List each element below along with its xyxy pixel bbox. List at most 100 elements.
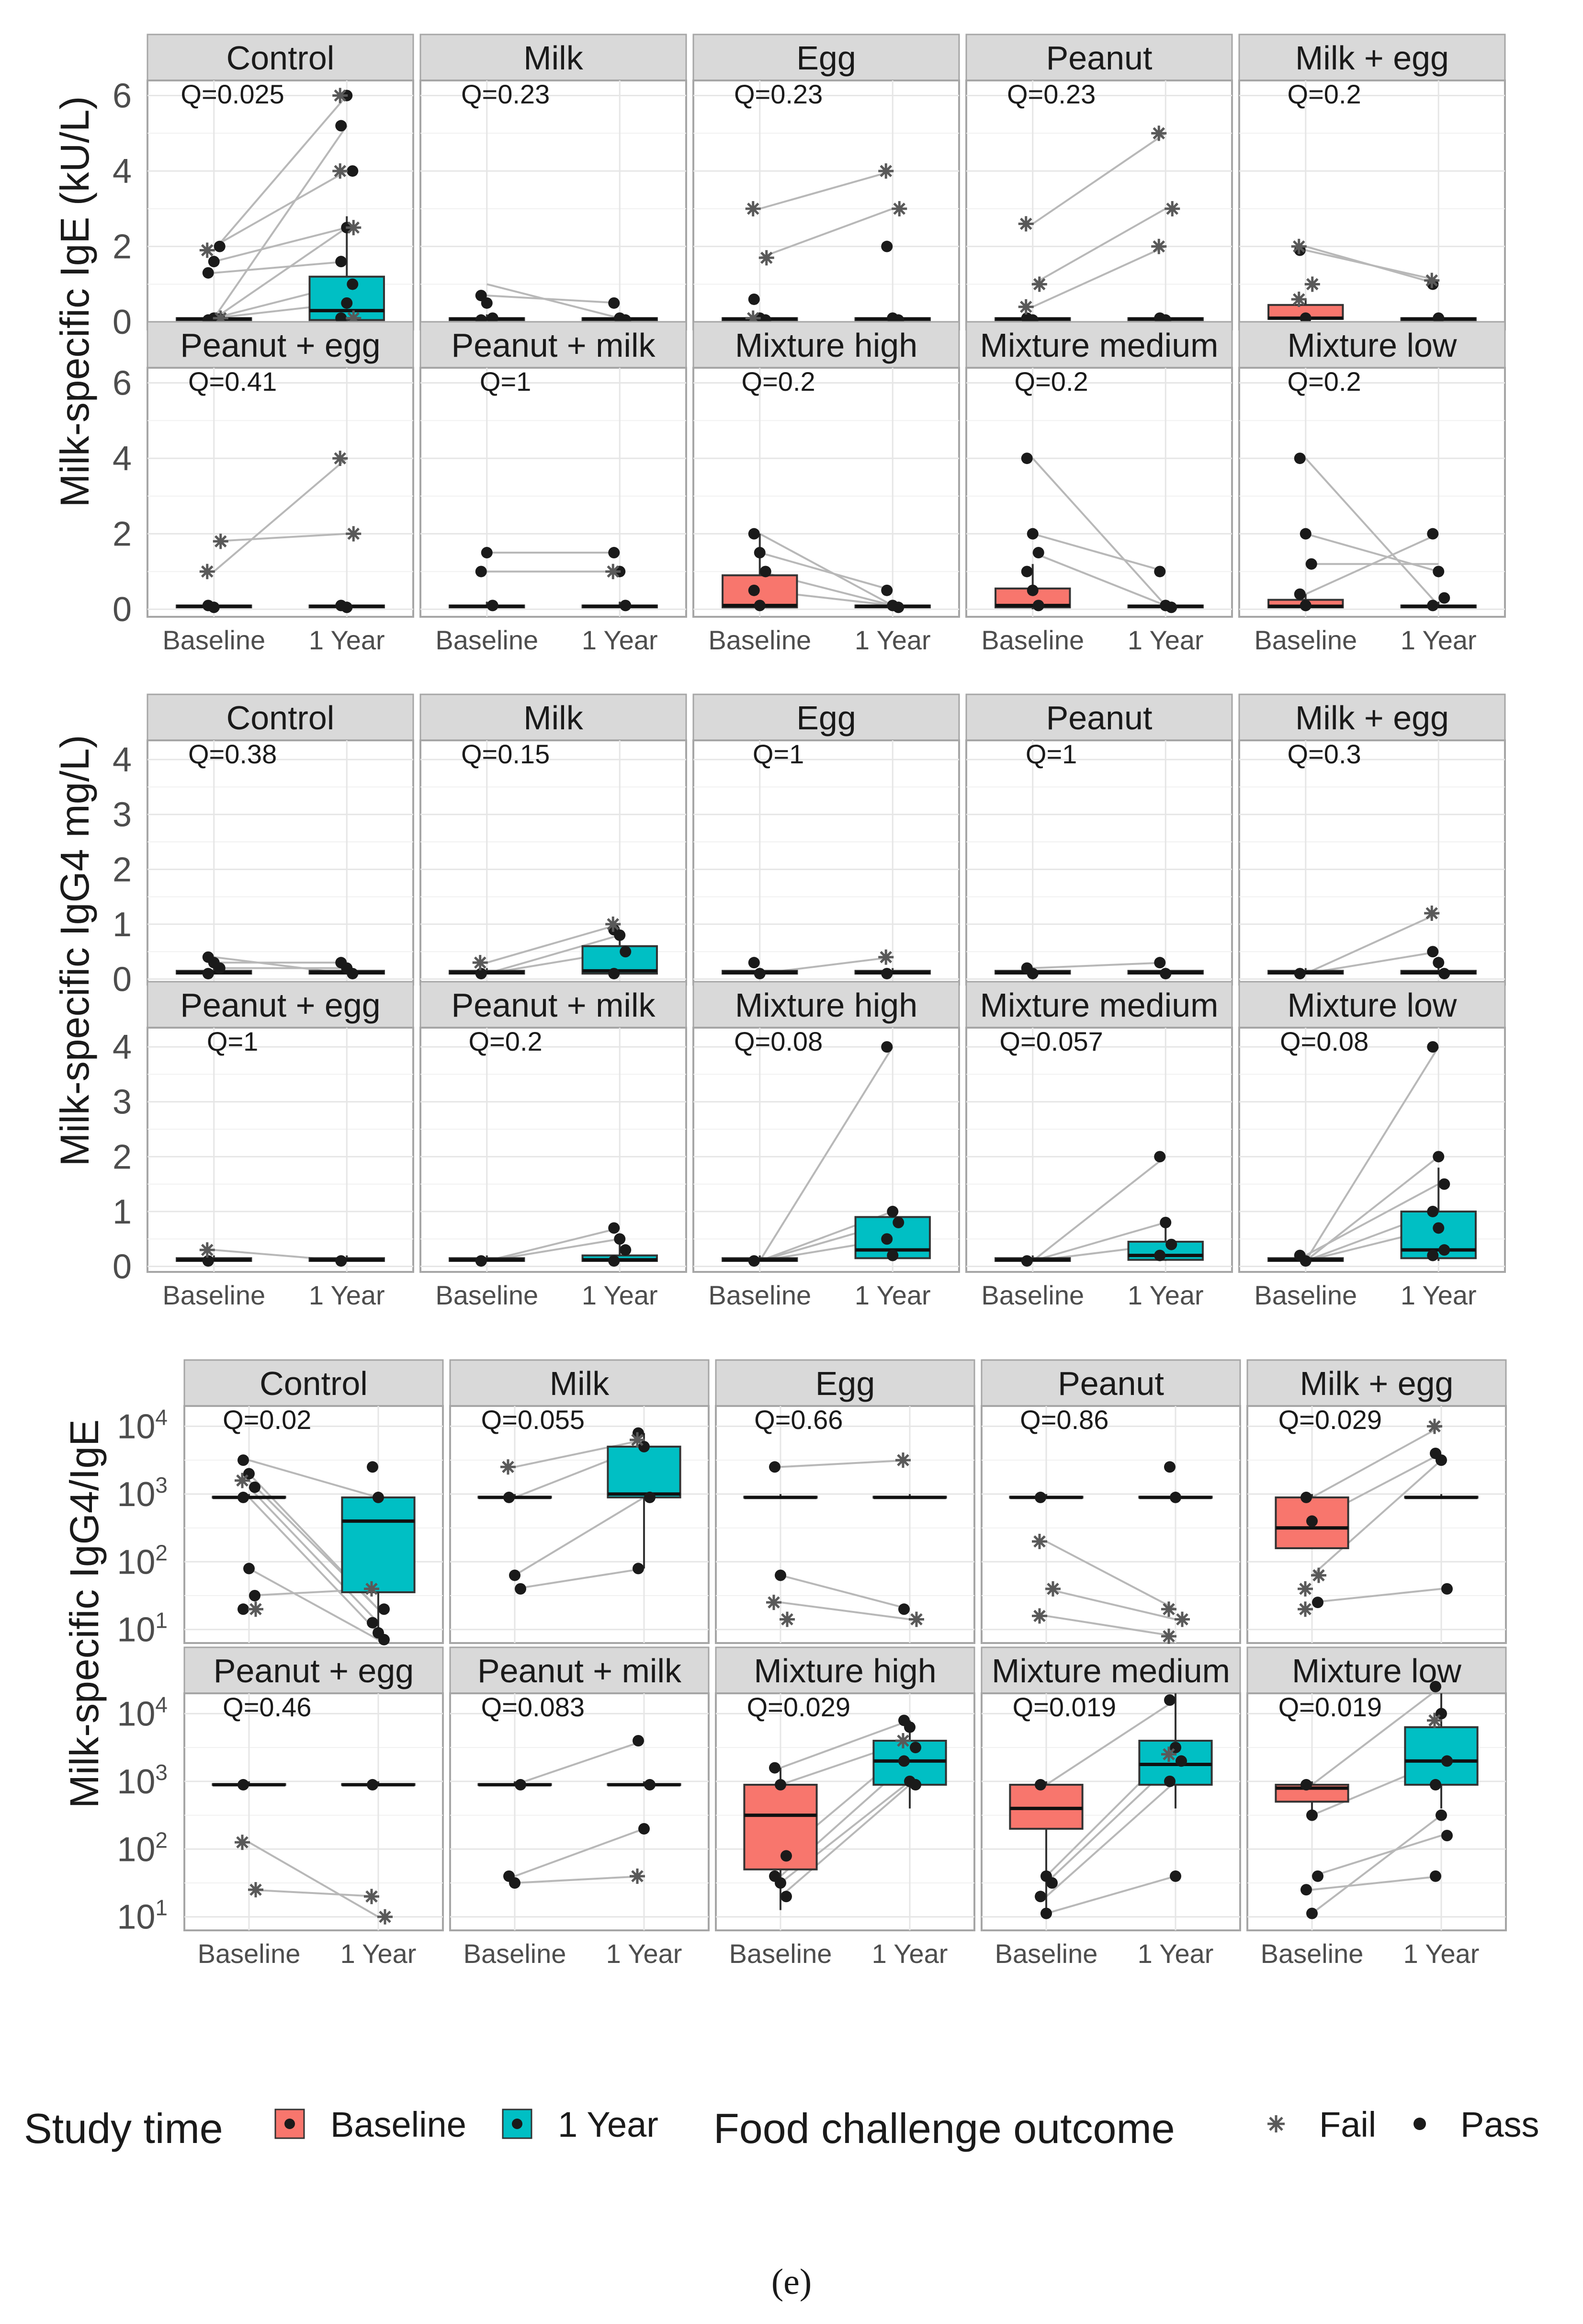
point-pass bbox=[608, 1222, 620, 1234]
point-pass bbox=[748, 1255, 760, 1267]
paired-line bbox=[514, 1740, 645, 1786]
point-pass bbox=[887, 1205, 899, 1217]
paired-line bbox=[514, 1875, 645, 1884]
x-tick-label: Baseline bbox=[464, 1939, 566, 1969]
point-fail bbox=[1427, 1712, 1442, 1728]
q-value-label: Q=0.23 bbox=[461, 79, 550, 109]
facet-strip bbox=[715, 1359, 975, 1407]
point-fail bbox=[1427, 1418, 1442, 1434]
point-fail-stroke bbox=[1153, 127, 1165, 140]
facet-label: Mixture high bbox=[754, 1652, 936, 1689]
facet-label: Peanut bbox=[1046, 39, 1153, 77]
point-pass bbox=[1046, 1877, 1058, 1889]
x-tick-label: 1 Year bbox=[1128, 625, 1204, 655]
point-fail bbox=[895, 1733, 911, 1748]
facet-label: Peanut bbox=[1046, 699, 1153, 737]
y-tick-label: 101 bbox=[117, 1895, 168, 1937]
x-tick-label: Baseline bbox=[981, 1280, 1084, 1310]
facet-strip bbox=[1238, 321, 1506, 369]
point-pass bbox=[249, 1590, 260, 1601]
point-pass bbox=[644, 1779, 656, 1791]
point-fail-stroke bbox=[236, 1836, 249, 1848]
point-fail bbox=[346, 220, 362, 236]
point-pass bbox=[1436, 1809, 1447, 1821]
box-1year bbox=[1404, 1726, 1479, 1786]
point-pass bbox=[775, 1569, 786, 1581]
point-pass bbox=[1032, 600, 1044, 612]
q-value-label: Q=0.019 bbox=[1278, 1692, 1382, 1722]
x-tick-label: Baseline bbox=[981, 625, 1084, 655]
point-fail bbox=[364, 1889, 379, 1905]
point-pass bbox=[1300, 600, 1312, 612]
point-pass bbox=[1306, 1809, 1318, 1821]
point-pass bbox=[486, 600, 498, 612]
point-pass bbox=[1306, 1515, 1318, 1527]
paired-line bbox=[780, 1719, 910, 1769]
point-fail-stroke bbox=[893, 203, 906, 215]
legend-title-study-time: Study time bbox=[24, 2105, 223, 2152]
point-pass bbox=[367, 1779, 378, 1791]
facet-label: Peanut + milk bbox=[477, 1652, 682, 1689]
facet-strip bbox=[419, 34, 687, 81]
paired-line bbox=[759, 208, 893, 259]
point-fail bbox=[758, 250, 774, 266]
point-pass bbox=[1294, 968, 1306, 980]
point-pass bbox=[1430, 1680, 1441, 1692]
point-pass bbox=[1427, 1249, 1439, 1261]
point-fail bbox=[364, 1581, 379, 1597]
panel-area bbox=[147, 367, 414, 618]
facet-strip bbox=[692, 981, 960, 1029]
point-fail bbox=[1018, 216, 1034, 232]
facet-strip bbox=[1246, 1646, 1507, 1694]
facet-label: Peanut + milk bbox=[451, 986, 656, 1024]
point-pass bbox=[208, 256, 220, 268]
point-pass bbox=[881, 240, 893, 252]
point-fail bbox=[1424, 906, 1440, 921]
y-tick-label: 103 bbox=[117, 1760, 168, 1801]
point-pass bbox=[1164, 1461, 1176, 1473]
point-pass bbox=[1312, 1870, 1323, 1882]
point-pass bbox=[1300, 1884, 1312, 1896]
point-pass bbox=[1438, 1178, 1450, 1190]
point-pass bbox=[1027, 528, 1039, 540]
y-tick-label: 0 bbox=[113, 590, 132, 629]
point-fail-stroke bbox=[365, 1583, 378, 1595]
paired-line bbox=[514, 1439, 645, 1468]
point-pass bbox=[335, 120, 347, 132]
point-pass bbox=[754, 547, 766, 559]
point-fail-stroke bbox=[1163, 1630, 1175, 1643]
point-pass bbox=[1160, 968, 1172, 980]
point-pass bbox=[237, 1454, 249, 1466]
y-tick-label: 0 bbox=[113, 303, 132, 341]
paired-line bbox=[1311, 1686, 1442, 1786]
paired-line bbox=[1305, 249, 1439, 282]
point-fail-stroke bbox=[334, 165, 347, 177]
point-pass bbox=[1433, 566, 1445, 578]
box-baseline bbox=[743, 1783, 818, 1871]
x-tick-label: Baseline bbox=[162, 1280, 265, 1310]
point-pass bbox=[1164, 1694, 1176, 1706]
x-tick-label: 1 Year bbox=[1401, 1280, 1477, 1310]
point-pass bbox=[614, 1233, 626, 1245]
q-value-label: Q=0.46 bbox=[223, 1692, 311, 1722]
point-pass bbox=[1441, 1583, 1453, 1595]
point-fail bbox=[248, 1882, 263, 1898]
point-fail bbox=[332, 451, 348, 466]
paired-line bbox=[213, 457, 348, 572]
point-fail-stroke bbox=[502, 1461, 514, 1474]
facet-label: Control bbox=[260, 1365, 368, 1402]
y-tick-exponent: 3 bbox=[155, 1473, 168, 1497]
panel-area bbox=[419, 79, 687, 330]
point-pass bbox=[378, 1633, 390, 1645]
facet-label: Peanut + egg bbox=[180, 986, 380, 1024]
paired-line bbox=[1032, 1221, 1166, 1262]
legend-pass-icon bbox=[1413, 2118, 1426, 2130]
facet-label: Milk + egg bbox=[1295, 699, 1449, 737]
